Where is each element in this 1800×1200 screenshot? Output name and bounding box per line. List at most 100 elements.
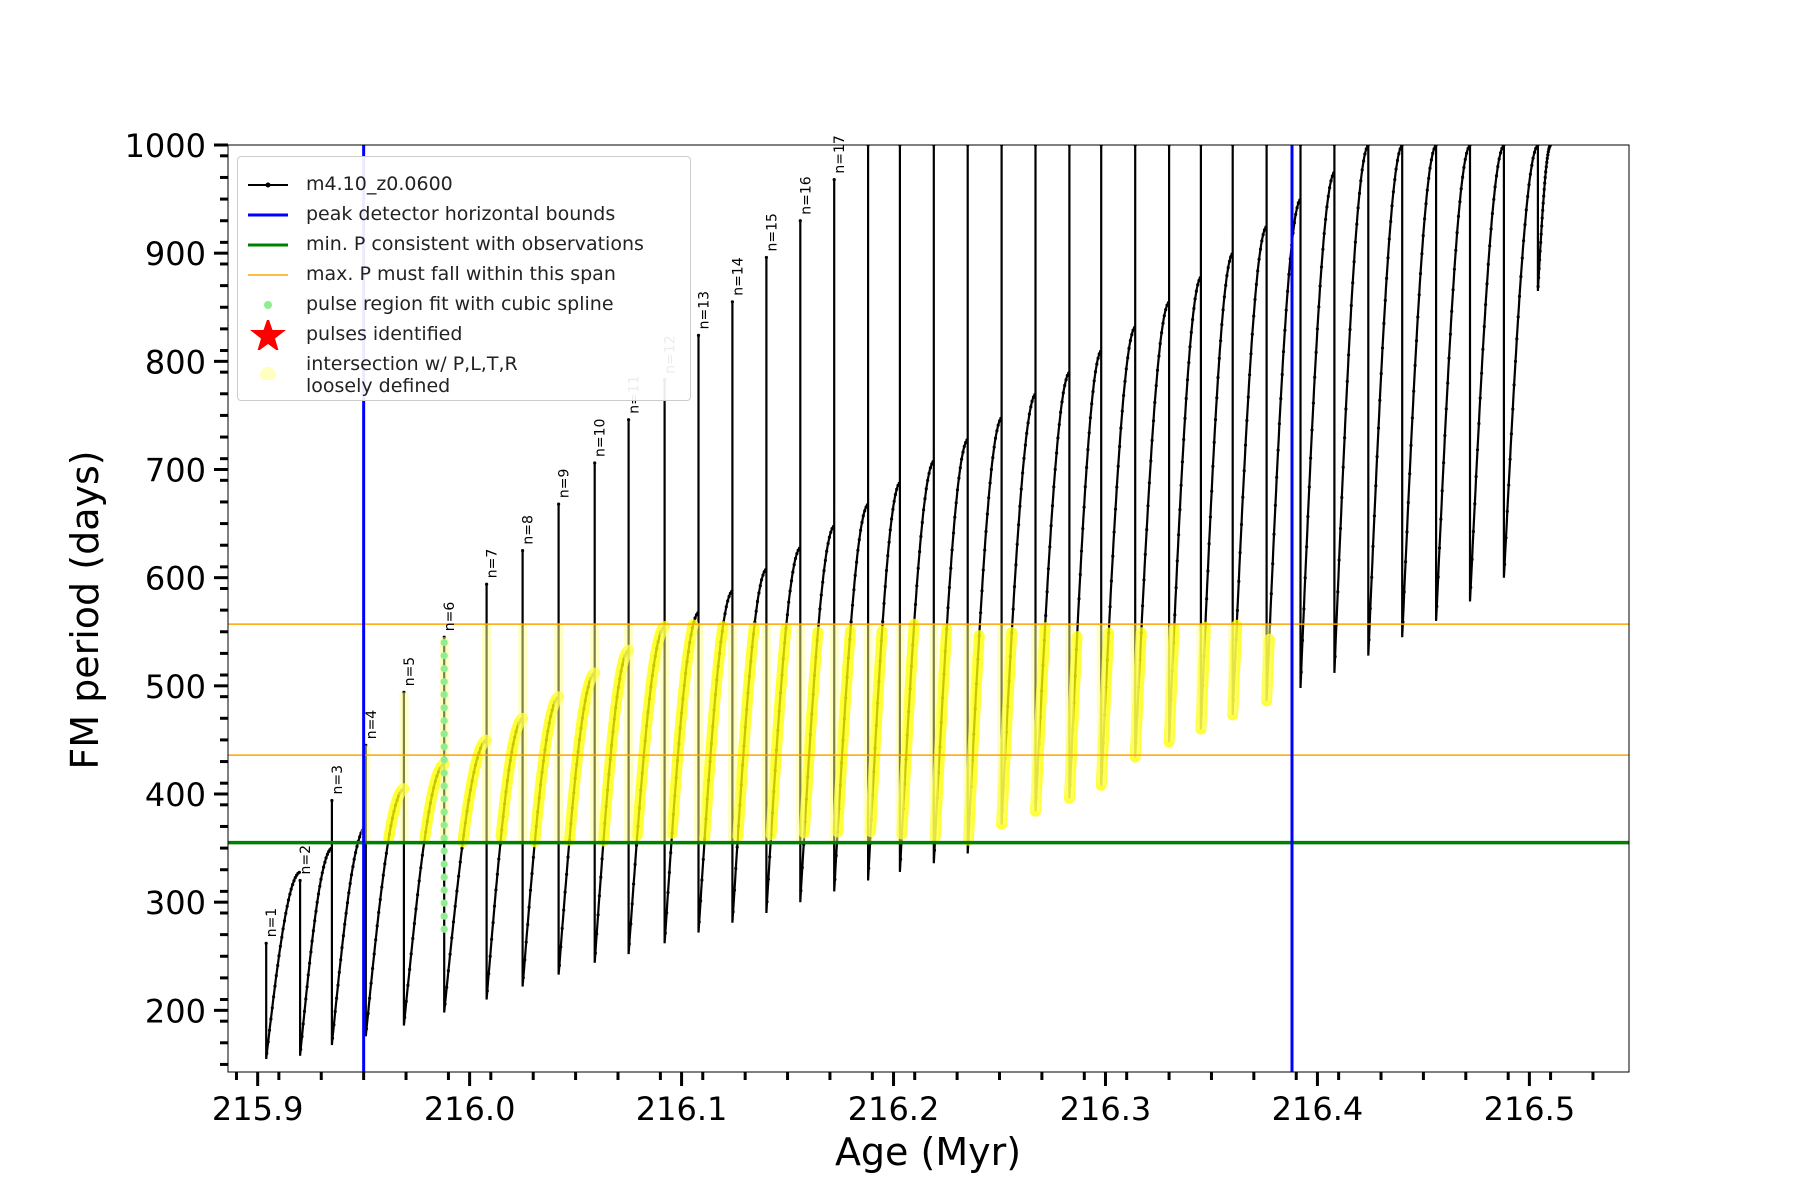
spline-point [440,925,448,933]
pulse-cycle-33 [1367,145,1403,656]
x-tick-label: 216.4 [1272,1090,1364,1128]
legend-label: min. P consistent with observations [306,233,644,255]
pulse-label: n=16 [798,176,814,215]
pulse-cycle-29 [1231,145,1268,716]
spline-point [440,691,448,699]
legend-item-intersection: intersection w/ P,L,T,R loosely defined [238,350,690,397]
intersection-12 [666,619,699,839]
legend-item-max-p: max. P must fall within this span [238,260,690,290]
pulse-cycle-2 [299,847,333,1056]
pulse-cycle-31 [1299,145,1336,689]
pulse-label: n=10 [593,419,609,457]
y-tick-label: 600 [145,560,206,598]
spline-point [440,730,448,738]
spline-fit-layer [440,638,448,933]
x-tick-label: 216.2 [848,1090,940,1128]
intersection-14 [732,622,760,842]
x-axis-label: Age (Myr) [835,1130,1021,1174]
pulse-markers-17 [832,178,870,882]
y-tick-label: 700 [145,452,206,490]
pulse-label: n=2 [298,845,314,875]
pulse-label: n=8 [521,515,537,545]
spline-point [440,873,448,881]
pulse-label: n=5 [402,657,418,687]
legend-item-pulses: pulses identified [238,320,690,350]
pulse-label: n=3 [330,765,346,795]
legend-label: pulses identified [306,323,463,345]
y-tick-label: 800 [145,343,206,381]
spline-point [440,652,448,660]
pulse-cycle-30 [1265,145,1302,702]
pulse-label: n=7 [485,549,501,579]
intersection-15 [765,622,792,841]
x-tick-label: 216.1 [636,1090,728,1128]
intersection-17 [832,625,856,838]
x-tick-label: 216.5 [1484,1090,1576,1128]
spline-point [440,665,448,673]
legend-item-min-p: min. P consistent with observations [238,230,690,260]
spline-point [440,756,448,764]
intersection-13 [699,621,729,845]
pulse-label: n=9 [557,469,573,499]
pulse-cycle-5 [402,692,445,1026]
y-tick-label: 300 [145,884,206,922]
legend-label: intersection w/ P,L,T,R loosely defined [306,353,518,397]
spline-point [440,912,448,920]
green-dot-icon [264,301,272,309]
x-tick-label: 216.3 [1060,1090,1152,1128]
pulse-label: n=15 [764,213,780,251]
legend-label: max. P must fall within this span [306,263,616,285]
pulse-cycle-32 [1333,145,1370,673]
pulse-label: n=17 [832,135,848,173]
y-axis-label: FM period (days) [63,450,107,769]
y-tick-label: 400 [145,776,206,814]
blue-line-icon [248,213,288,217]
x-tick-label: 215.9 [212,1090,304,1128]
spline-point [440,717,448,725]
spline-point [440,899,448,907]
spline-point [440,821,448,829]
legend-label: peak detector horizontal bounds [306,203,616,225]
spline-point [440,834,448,842]
pulse-markers-5 [402,690,445,1020]
pulse-markers-7 [485,582,524,993]
legend-label: pulse region fit with cubic spline [306,293,614,315]
pulse-cycle-28 [1199,145,1234,730]
axes-layer: 215.9 216.0 216.1 216.2 216.3 216.4 216.5 200 30… [125,127,1595,1128]
line-marker-icon [248,182,288,188]
pulse-label: n=1 [264,908,280,938]
pulse-cycle-37 [1502,145,1539,578]
legend-item-model: m4.10_z0.0600 [238,170,690,200]
pulse-cycle-36 [1468,145,1505,602]
pulse-markers-38 [1536,145,1552,289]
pulse-cycle-35 [1435,145,1471,621]
green-line-icon [248,243,288,247]
pulse-label: n=4 [364,710,380,740]
pulse-cycle-1 [265,870,301,1060]
reference-lines-layer [228,145,1629,1072]
legend-label: m4.10_z0.0600 [306,173,453,195]
pulse-label: n=6 [442,602,458,632]
spline-point [440,678,448,686]
pulse-labels-layer: n=1n=2n=3n=4n=5n=6n=7n=8n=9n=10n=11n=12n… [264,135,848,937]
intersection-layer [361,618,1275,848]
spline-point [440,769,448,777]
spline-point [440,638,448,647]
y-tick-label: 200 [145,992,206,1030]
intersection-16 [798,626,824,839]
spline-point [440,808,448,816]
pulse-cycle-34 [1401,145,1437,638]
y-tick-label: 500 [145,668,206,706]
spline-point [440,743,448,751]
orange-line-icon [248,274,288,276]
yellow-circle-icon [260,367,276,380]
legend-item-spline: pulse region fit with cubic spline [238,290,690,320]
legend-item-bounds: peak detector horizontal bounds [238,200,690,230]
legend: m4.10_z0.0600 peak detector horizontal b… [237,156,691,401]
spline-point [440,886,448,894]
red-star-icon [250,320,286,350]
x-tick-label: 216.0 [424,1090,516,1128]
y-tick-label: 1000 [125,127,206,165]
pulse-label: n=13 [697,291,713,329]
